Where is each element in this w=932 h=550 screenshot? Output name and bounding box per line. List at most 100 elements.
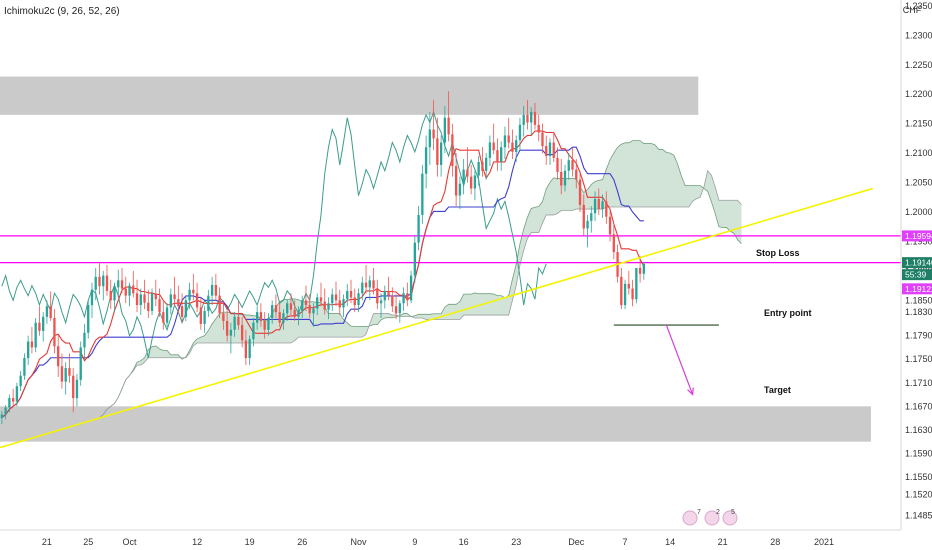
candle [406, 293, 409, 301]
candle [286, 303, 289, 314]
candle [139, 294, 142, 306]
candle [349, 290, 353, 298]
candle [620, 276, 623, 306]
candle [237, 316, 240, 326]
bar-countdown-tag: 55:39 [905, 270, 927, 280]
candle [496, 150, 499, 162]
candle [518, 124, 522, 141]
candle [150, 293, 154, 311]
candle [75, 379, 79, 399]
candle [8, 398, 11, 408]
resistance-price-tag-bg [902, 230, 932, 242]
event-badge-2-icon[interactable] [704, 510, 720, 526]
candle [458, 183, 462, 196]
target-arrowhead-icon [687, 387, 694, 396]
candle [19, 375, 22, 387]
candle [387, 290, 390, 296]
event-badge-1-count: 7 [697, 509, 701, 516]
time-tick-label: 2021 [814, 537, 834, 547]
candle [128, 285, 131, 296]
event-badge-3-icon[interactable] [722, 510, 738, 526]
candle [271, 305, 274, 318]
candle [563, 170, 567, 186]
target-label: Target [764, 385, 791, 395]
price-tick-label: 1.15500 [905, 472, 932, 482]
candle [571, 160, 574, 170]
candle [541, 132, 544, 147]
candle [124, 288, 127, 296]
candle [255, 312, 259, 323]
candle [38, 322, 41, 331]
candle [627, 283, 630, 289]
price-tick-label: 1.19500 [905, 236, 932, 246]
candle [481, 161, 484, 171]
trendline[interactable] [0, 187, 874, 449]
candle [195, 293, 199, 308]
candle [158, 299, 161, 313]
candle [409, 275, 413, 301]
candle [582, 204, 585, 229]
candle [451, 134, 454, 167]
candle [368, 280, 371, 288]
event-badges[interactable]: 7 2 5 [682, 509, 738, 526]
candle [79, 347, 82, 380]
event-badge-3-count: 5 [731, 509, 735, 516]
candle [391, 295, 394, 307]
candle [23, 358, 26, 376]
candle [218, 295, 221, 314]
indicator-label[interactable]: Ichimoku2c (9, 26, 52, 26) [4, 6, 120, 17]
tenkan-sen-line [1, 130, 645, 418]
candle [593, 199, 597, 214]
candle [222, 313, 225, 321]
candle [132, 285, 135, 294]
candle [252, 322, 255, 340]
candle [72, 375, 75, 399]
candle [439, 142, 443, 165]
zone-support[interactable] [0, 406, 871, 442]
candle [507, 135, 510, 143]
candle [511, 142, 514, 152]
candle [338, 300, 341, 308]
candle [192, 289, 195, 294]
candle [530, 111, 533, 123]
time-tick-label: 9 [412, 537, 417, 547]
candle [331, 294, 334, 304]
candle [42, 316, 45, 331]
price-tick-label: 1.16300 [905, 425, 932, 435]
candle [567, 160, 570, 171]
senkou-span-b-line [99, 169, 742, 418]
price-tick-label: 1.20500 [905, 178, 932, 188]
price-tick-label: 1.22000 [905, 89, 932, 99]
candle [319, 297, 323, 302]
resistance-price-tag: 1.19594 [905, 231, 932, 241]
price-tick-label: 1.14850 [905, 510, 932, 520]
candle [323, 301, 326, 310]
candle [154, 293, 157, 300]
candle [0, 414, 4, 419]
candle [26, 341, 30, 359]
time-tick-label: 25 [83, 537, 93, 547]
candle [466, 169, 469, 177]
candle [117, 280, 120, 288]
candle [49, 306, 52, 318]
kijun-sen-line [1, 146, 644, 418]
candle [398, 303, 401, 314]
candle [210, 285, 214, 296]
zone-resistance[interactable] [0, 76, 699, 115]
candle [169, 294, 172, 308]
time-tick-label: 26 [297, 537, 307, 547]
price-tick-label: 1.17100 [905, 378, 932, 388]
candle [90, 289, 94, 306]
candle [402, 293, 405, 304]
candle [394, 306, 398, 314]
candle [274, 305, 278, 313]
event-badge-1-icon[interactable] [682, 510, 698, 526]
candle [642, 263, 646, 274]
candle [469, 176, 473, 189]
price-tick-label: 1.21500 [905, 119, 932, 129]
last-price-tag-bg [902, 283, 932, 295]
candle [533, 111, 537, 125]
candle [586, 220, 589, 229]
target-arrow[interactable] [665, 324, 694, 395]
